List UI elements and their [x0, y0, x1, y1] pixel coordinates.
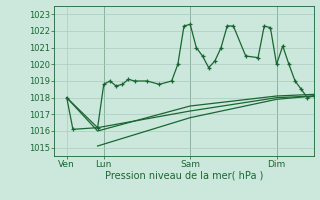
X-axis label: Pression niveau de la mer( hPa ): Pression niveau de la mer( hPa ) — [105, 171, 263, 181]
